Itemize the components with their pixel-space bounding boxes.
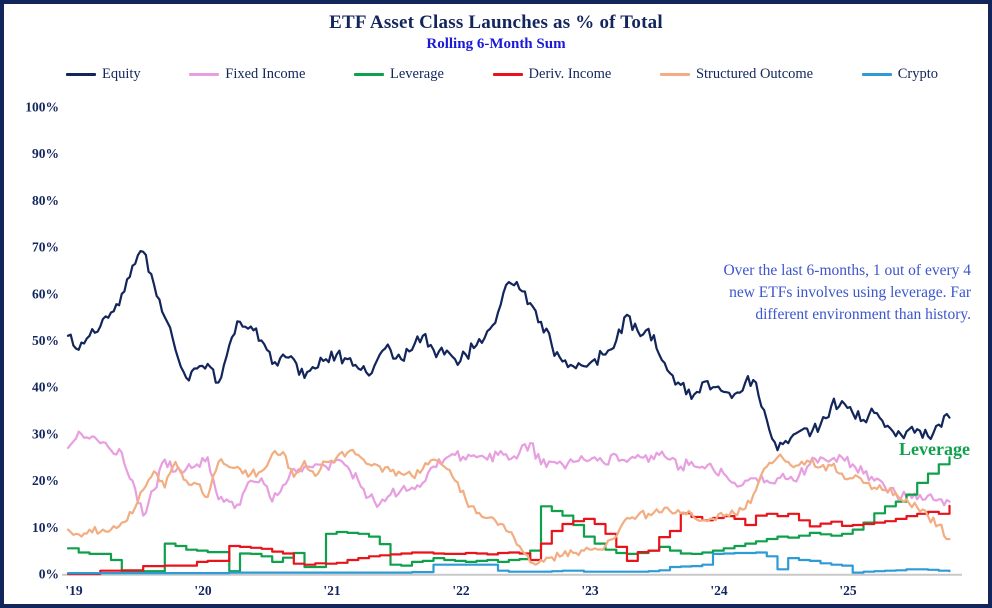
- legend-label-equity: Equity: [102, 66, 141, 82]
- legend-item-deriv-income: Deriv. Income: [492, 66, 612, 83]
- y-axis-tick-label: 90%: [32, 146, 59, 161]
- y-axis-tick-label: 10%: [32, 520, 59, 535]
- leverage-legend-dash-icon: [354, 73, 384, 76]
- series-line-fixed-income: [66, 430, 951, 517]
- y-axis-tick-label: 70%: [32, 240, 59, 255]
- x-axis-tick-label: '21: [323, 583, 341, 598]
- plot-svg: 0% 10% 20% 30% 40% 50% 60% 70% 80% 90% 100% '19 '20 '…: [25, 100, 962, 598]
- x-axis-tick-label: '24: [710, 583, 728, 598]
- leverage-callout-label: Leverage: [899, 439, 970, 459]
- x-axis-tick-label: '22: [452, 583, 470, 598]
- x-axis-tick-label: '25: [839, 583, 857, 598]
- y-axis-tick-label: 40%: [32, 380, 59, 395]
- y-axis-tick-label: 30%: [32, 426, 59, 441]
- y-axis-tick-label: 50%: [32, 333, 59, 348]
- y-axis-tick-label: 20%: [32, 473, 59, 488]
- fixed-income-legend-dash-icon: [189, 73, 220, 76]
- equity-legend-dash-icon: [66, 73, 96, 76]
- legend-label-fixed-income: Fixed Income: [225, 66, 306, 82]
- legend-item-structured-outcome: Structured Outcome: [659, 66, 814, 83]
- chart-subtitle: Rolling 6-Month Sum: [426, 36, 566, 52]
- deriv-income-legend-dash-icon: [492, 73, 523, 76]
- legend-item-equity: Equity: [66, 66, 141, 83]
- legend-label-leverage: Leverage: [390, 66, 444, 82]
- y-axis-tick-label: 80%: [32, 193, 59, 208]
- x-axis-tick-label: '23: [581, 583, 599, 598]
- series-line-equity: [66, 249, 951, 452]
- legend-label-crypto: Crypto: [897, 66, 938, 82]
- legend: Equity Fixed Income Leverage Deriv. Income S…: [66, 66, 938, 83]
- legend-label-deriv-income: Deriv. Income: [528, 66, 612, 82]
- y-axis-tick-label: 0%: [39, 567, 59, 582]
- chart-title: ETF Asset Class Launches as % of Total: [329, 12, 663, 33]
- annotation-text: Over the last 6-months, 1 out of every 4…: [723, 262, 971, 323]
- y-axis-tick-label: 100%: [25, 100, 59, 115]
- series-line-structured-outcome: [66, 448, 951, 566]
- series-line-crypto: [66, 551, 951, 575]
- series-line-leverage: [66, 456, 951, 573]
- structured-outcome-legend-dash-icon: [659, 73, 690, 76]
- crypto-legend-dash-icon: [861, 73, 892, 76]
- legend-item-leverage: Leverage: [354, 66, 444, 83]
- x-axis-tick-label: '19: [65, 583, 83, 598]
- y-axis-tick-label: 60%: [32, 286, 59, 301]
- legend-item-crypto: Crypto: [861, 66, 938, 83]
- legend-label-structured-outcome: Structured Outcome: [695, 66, 814, 82]
- x-axis-tick-label: '20: [194, 583, 212, 598]
- legend-item-fixed-income: Fixed Income: [189, 66, 305, 83]
- series-line-deriv-income: [66, 504, 951, 576]
